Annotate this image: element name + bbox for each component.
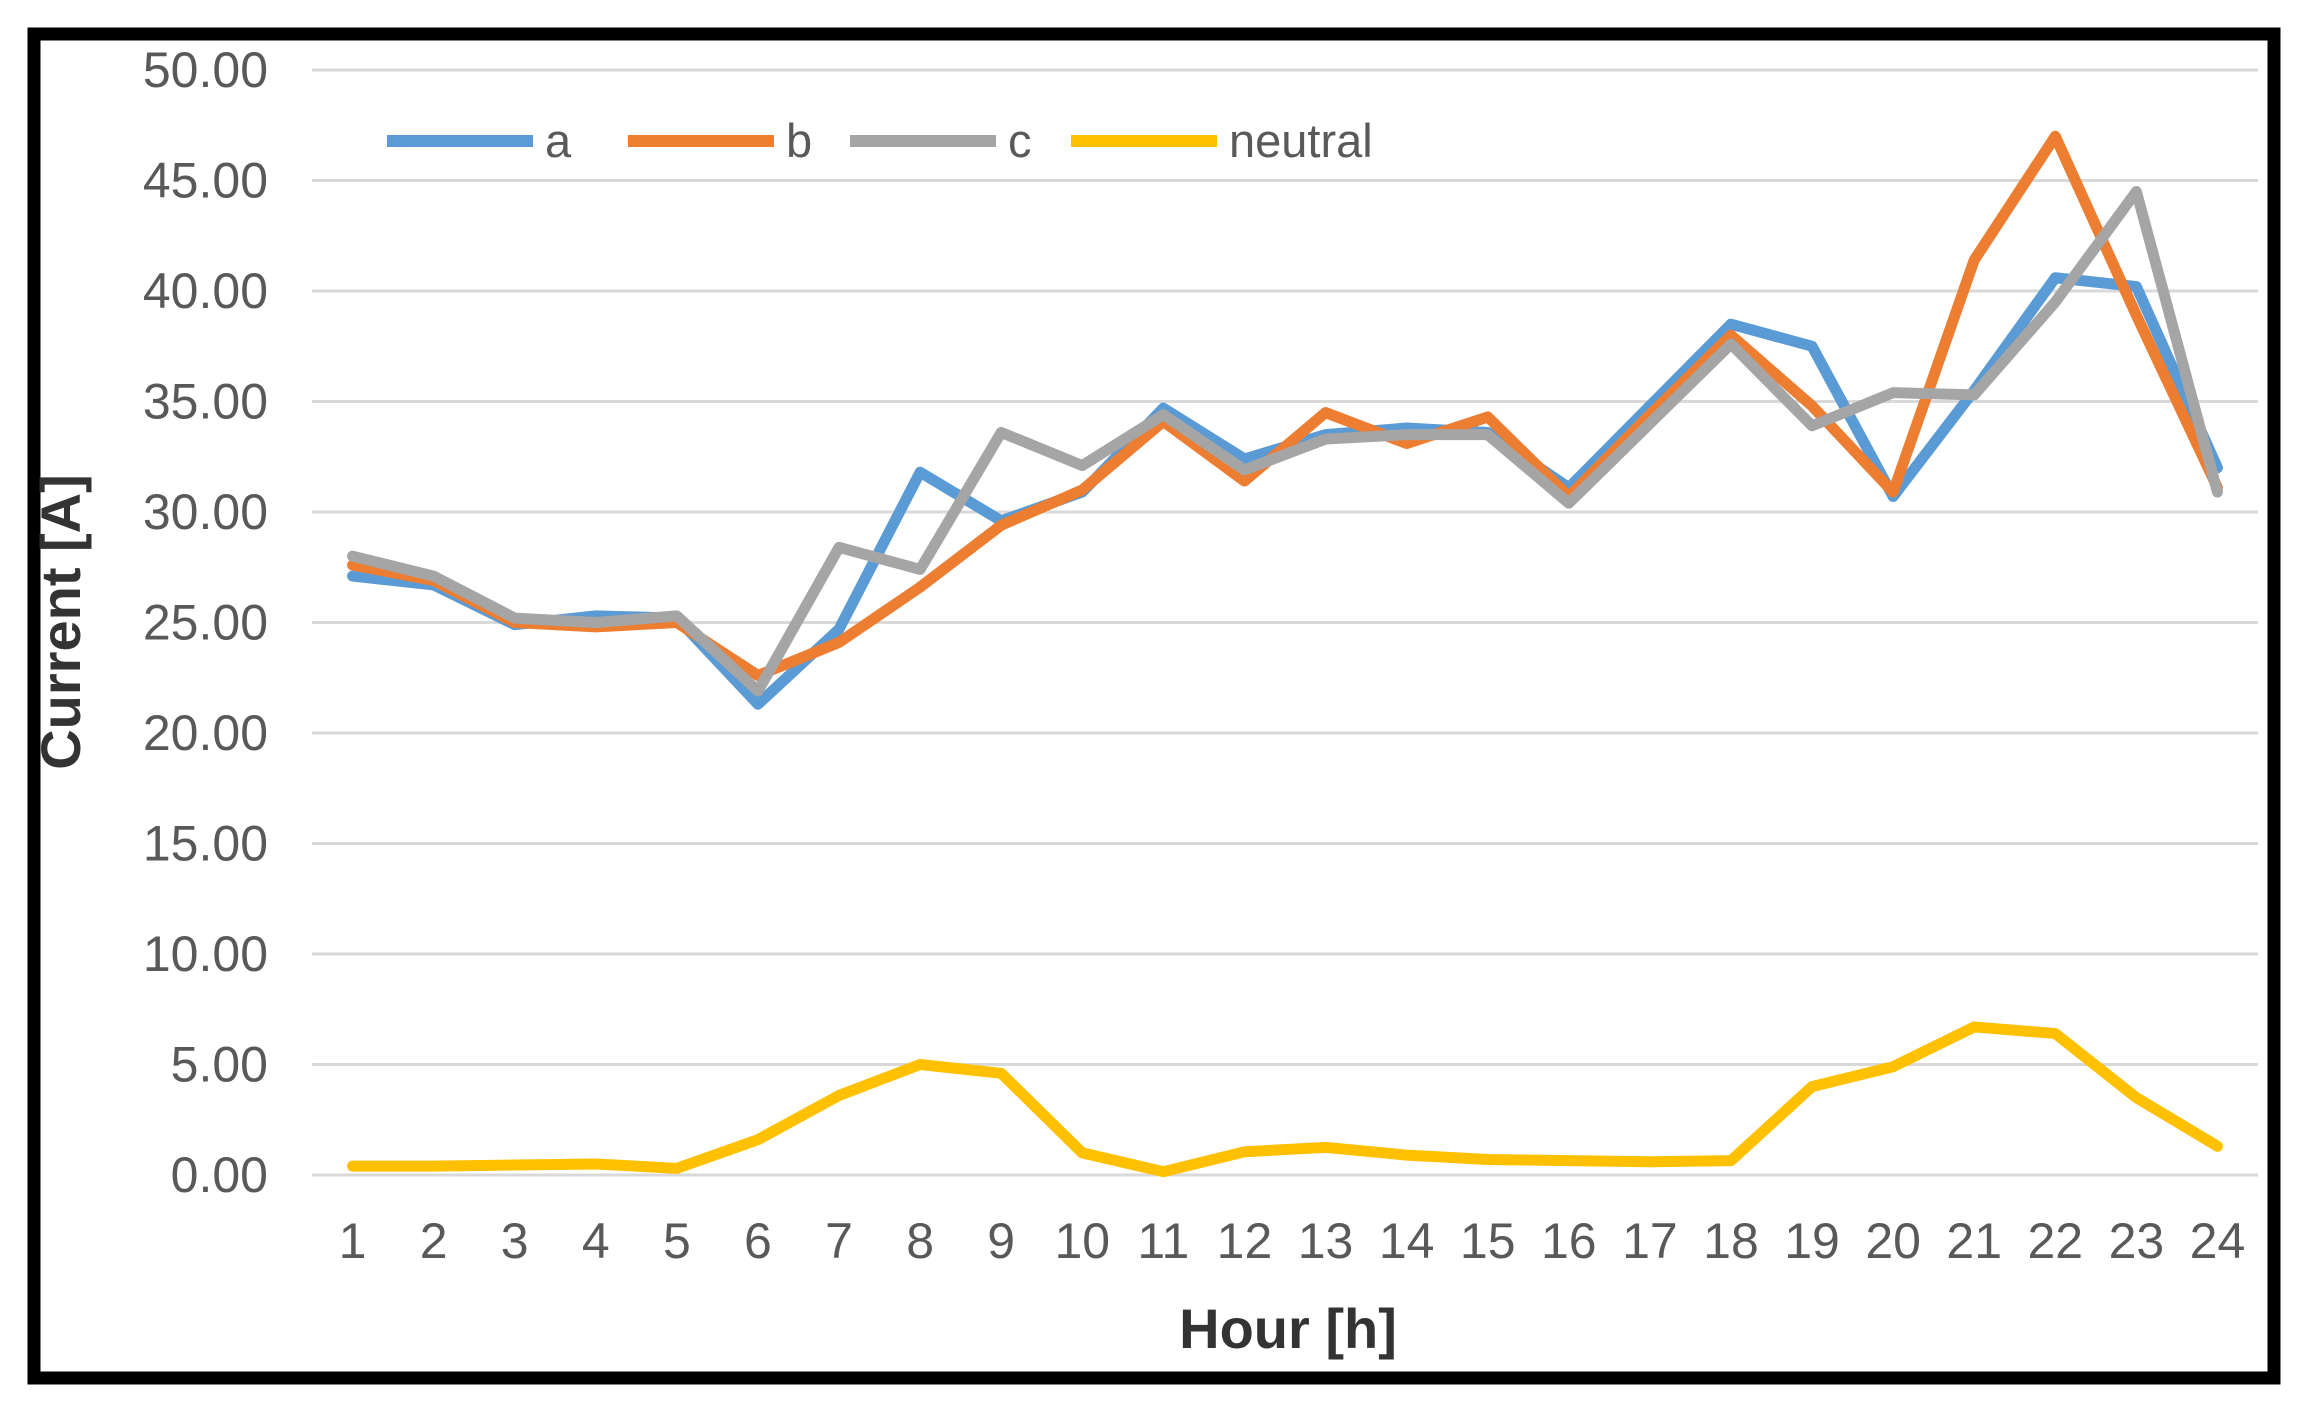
x-tick-label: 11 [1137, 1213, 1189, 1269]
x-tick-label: 13 [1298, 1213, 1354, 1269]
x-tick-label: 14 [1379, 1213, 1435, 1269]
legend: a b c neutral [387, 114, 1373, 167]
x-tick-label: 5 [663, 1213, 691, 1269]
x-tick-label: 8 [906, 1213, 934, 1269]
y-tick-label: 45.00 [143, 153, 268, 209]
x-tick-label: 3 [501, 1213, 529, 1269]
legend-item-neutral: neutral [1071, 114, 1373, 167]
chart-border [27, 27, 2281, 1385]
y-tick-label: 40.00 [143, 263, 268, 319]
legend-item-a: a [387, 114, 572, 167]
x-tick-label: 24 [2190, 1213, 2246, 1269]
series-line-a [347, 272, 2223, 710]
x-tick-label: 17 [1622, 1213, 1678, 1269]
y-tick-label: 0.00 [171, 1147, 268, 1203]
x-tick-label: 15 [1460, 1213, 1516, 1269]
legend-item-b: b [628, 114, 812, 167]
x-tick-label: 7 [825, 1213, 853, 1269]
gridlines [312, 68, 2258, 1177]
y-tick-label: 20.00 [143, 705, 268, 761]
x-tick-label: 1 [339, 1213, 367, 1269]
x-axis-tick-labels: 1 2 3 4 5 6 7 8 9 10 11 12 13 14 15 16 17 18 19 20 21 22 23 24 [339, 1213, 2246, 1269]
x-tick-label: 6 [744, 1213, 772, 1269]
y-tick-label: 10.00 [143, 926, 268, 982]
x-tick-label: 12 [1217, 1213, 1273, 1269]
y-tick-label: 15.00 [143, 816, 268, 872]
y-tick-label: 5.00 [171, 1037, 268, 1093]
x-tick-label: 10 [1054, 1213, 1110, 1269]
x-tick-label: 9 [987, 1213, 1015, 1269]
legend-label: c [1008, 114, 1032, 167]
x-tick-label: 18 [1703, 1213, 1759, 1269]
x-axis-title: Hour [h] [1179, 1297, 1397, 1360]
series-line-b [347, 130, 2223, 682]
x-tick-label: 4 [582, 1213, 610, 1269]
y-tick-label: 35.00 [143, 374, 268, 430]
legend-item-c: c [850, 114, 1032, 167]
y-tick-label: 30.00 [143, 484, 268, 540]
x-tick-label: 2 [420, 1213, 448, 1269]
y-tick-label: 25.00 [143, 595, 268, 651]
legend-label: a [545, 114, 572, 167]
x-tick-label: 23 [2109, 1213, 2165, 1269]
x-tick-label: 20 [1865, 1213, 1921, 1269]
y-axis-tick-labels: 0.00 5.00 10.00 15.00 20.00 25.00 30.00 35.00 40… [143, 42, 268, 1203]
y-axis-title: Current [A] [29, 474, 92, 770]
legend-label: neutral [1229, 114, 1373, 167]
series-line-neutral [347, 1021, 2223, 1178]
data-series [347, 130, 2223, 1178]
x-tick-label: 16 [1541, 1213, 1597, 1269]
y-tick-label: 50.00 [143, 42, 268, 98]
x-tick-label: 21 [1946, 1213, 2002, 1269]
x-tick-label: 22 [2027, 1213, 2083, 1269]
legend-label: b [786, 114, 812, 167]
series-line-c [347, 186, 2223, 697]
x-tick-label: 19 [1784, 1213, 1840, 1269]
